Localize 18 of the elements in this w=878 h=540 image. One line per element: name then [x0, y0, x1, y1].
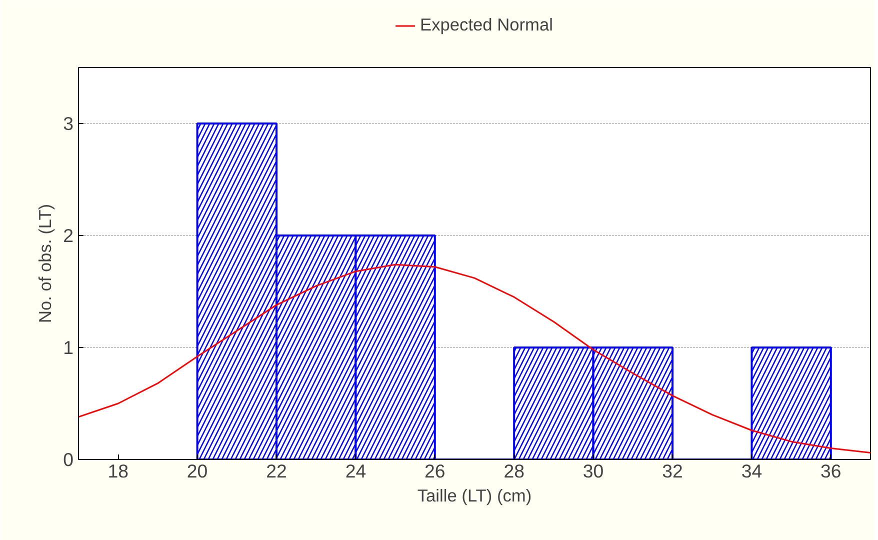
- x-tick-label: 24: [345, 460, 366, 482]
- x-tick-label: 28: [504, 460, 524, 482]
- x-tick-label: 22: [266, 460, 287, 482]
- x-tick-label: 32: [662, 460, 683, 482]
- y-tick-label: 3: [63, 113, 74, 134]
- x-tick-label: 36: [820, 460, 842, 482]
- legend-label: Expected Normal: [420, 14, 553, 36]
- x-tick-label: 34: [741, 460, 762, 482]
- x-tick-label: 30: [582, 460, 604, 482]
- y-tick-label: 2: [63, 225, 74, 246]
- line-series: [78, 264, 870, 454]
- x-axis-title: Taille (LT) (cm): [417, 486, 532, 506]
- y-tick-label: 1: [63, 337, 74, 358]
- y-axis-title: No. of obs. (LT): [35, 204, 56, 324]
- x-tick-label: 20: [186, 460, 208, 482]
- y-tick-label: 0: [63, 449, 74, 470]
- x-tick-label: 18: [108, 460, 128, 482]
- x-tick-label: 26: [424, 460, 446, 482]
